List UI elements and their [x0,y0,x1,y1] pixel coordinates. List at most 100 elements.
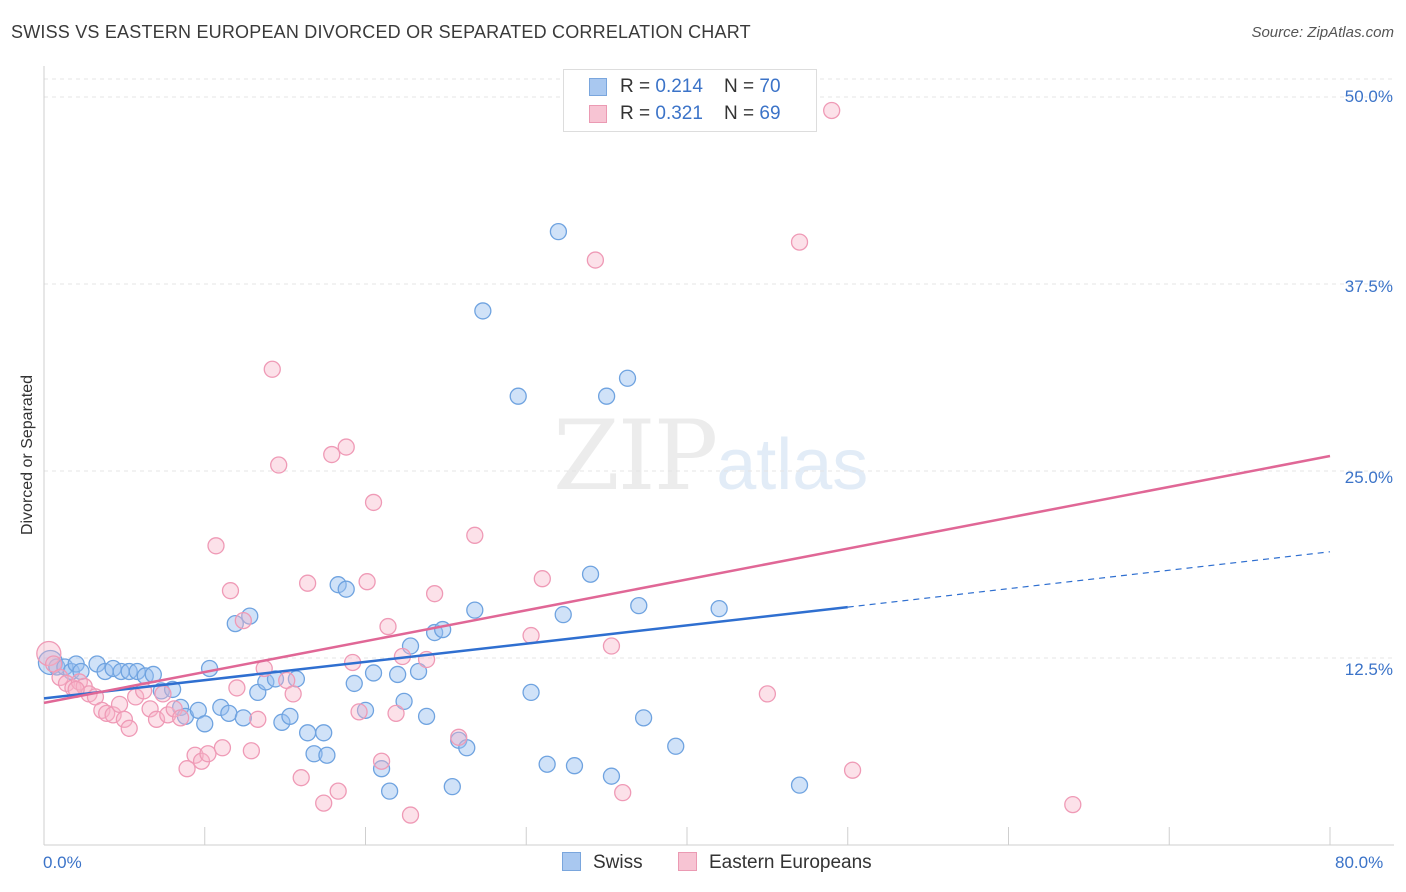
swiss-point [597,387,616,405]
eastern-european-point [115,710,134,728]
eastern-european-point [186,746,204,764]
swiss-point [630,596,648,615]
legend-n-value: 69 [759,103,781,124]
swiss-point [409,662,428,681]
legend-r-label: R = [620,76,656,97]
swiss-point [443,778,461,796]
swiss-point [565,757,584,775]
swiss-point [395,692,413,711]
eastern-european-point [522,626,540,645]
bottom-legend-label-swiss: Swiss [593,852,643,873]
eastern-european-point [323,445,341,464]
y-tick-label-25: 25.0% [1344,468,1393,487]
legend-swatch-eastern-europeans [589,105,607,123]
eastern-european-point [1064,795,1082,814]
swiss-point [710,599,728,618]
swiss-point [305,745,323,763]
swiss-point [234,709,252,727]
eastern-european-point [228,679,246,697]
swiss-point [380,782,399,800]
eastern-european-point [823,101,841,120]
eastern-european-point [221,582,240,600]
swiss-trend-line-extension [847,551,1331,608]
swiss-point [298,724,317,742]
eastern-european-point [249,710,267,728]
swiss-point [196,715,214,733]
swiss-trend-line [43,605,848,700]
y-axis-label: Divorced or Separated [19,374,36,536]
swiss-point [466,601,484,619]
swiss-point [667,737,685,755]
eastern-european-point [284,685,302,703]
swiss-point [388,665,407,684]
watermark-atlas: atlas [716,425,869,505]
eastern-european-point [213,739,232,757]
eastern-european-point [425,585,444,603]
swiss-point [790,776,809,794]
swiss-point [618,369,637,387]
eastern-european-point [379,617,397,636]
swiss-point [634,709,653,727]
eastern-european-point [165,700,183,718]
eastern-european-point [358,573,376,591]
legend-r-value: 0.321 [655,103,703,124]
eastern-european-point [93,701,111,720]
legend-r-value: 0.214 [655,76,703,97]
bottom-legend-label-eastern-europeans: Eastern Europeans [709,852,872,873]
eastern-european-point [843,761,862,779]
eastern-european-point [533,570,551,588]
y-tick-label-50: 50.0% [1344,87,1393,106]
eastern-european-point [614,783,632,802]
eastern-european-point [199,745,217,763]
eastern-european-point [350,703,368,721]
stats-legend: R = 0.214 N = 70 R = 0.321 N = 69 [563,69,817,132]
y-tick-label-12-5: 12.5% [1344,660,1393,679]
swiss-point [364,664,383,682]
eastern-european-point [270,456,288,474]
x-tick-label-max: 80.0% [1335,853,1384,872]
swiss-point [345,674,363,693]
swiss-point [281,707,299,725]
eastern-european-point [466,526,484,544]
swiss-point [522,683,540,702]
swiss-point [315,724,333,742]
eastern-european-point [154,685,172,703]
eastern-european-trend-line [43,454,1331,705]
swiss-point [356,701,375,720]
eastern-european-point [450,728,468,746]
eastern-european-point [120,719,138,737]
chart-title: SWISS VS EASTERN EUROPEAN DIVORCED OR SE… [11,22,751,42]
swiss-point [549,222,568,241]
swiss-point [337,580,355,598]
eastern-european-point [329,782,347,800]
swiss-point [434,620,452,639]
legend-n-label: N = [724,103,760,124]
eastern-european-point [51,668,69,687]
eastern-european-point [387,704,405,723]
swiss-point [581,565,600,583]
eastern-european-point [234,611,252,630]
eastern-european-point [298,574,317,592]
legend-swatch-swiss [589,78,607,96]
eastern-european-point [171,709,190,727]
y-tick-label-37-5: 37.5% [1344,277,1393,296]
eastern-european-point [147,710,166,728]
eastern-european-point [263,360,281,378]
legend-r-label: R = [620,103,656,124]
eastern-european-point [98,704,116,723]
source-label: Source: ZipAtlas.com [1251,24,1394,41]
bottom-legend-swatch-swiss [562,852,581,871]
swiss-point [318,746,336,764]
eastern-european-point [141,700,159,718]
swiss-point [509,387,527,405]
swiss-point [602,767,621,785]
eastern-european-point [586,251,605,269]
bottom-legend-eastern-europeans: Eastern Europeans [678,852,872,874]
watermark-logo: ZIPatlas [553,400,868,512]
eastern-european-point [372,752,391,770]
swiss-point [474,302,492,320]
eastern-european-point [159,706,177,724]
swiss-point [220,704,238,723]
eastern-european-point [104,706,122,724]
